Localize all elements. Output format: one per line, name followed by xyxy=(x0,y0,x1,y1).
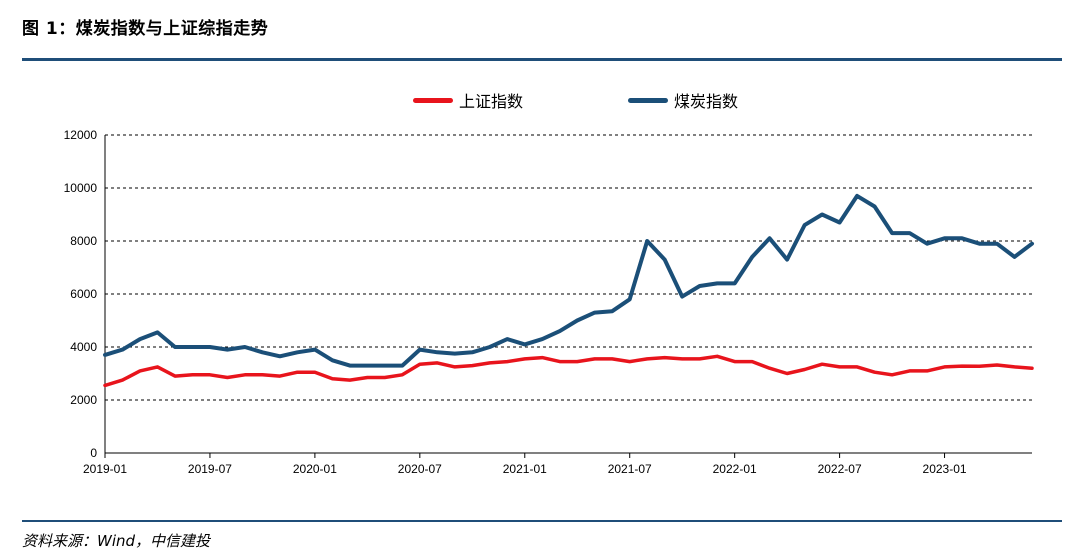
legend-label-coal: 煤炭指数 xyxy=(674,92,739,111)
x-tick-label: 2020-01 xyxy=(293,462,337,476)
chart-title: 图 1：煤炭指数与上证综指走势 xyxy=(22,19,269,39)
y-tick-label: 6000 xyxy=(70,287,97,301)
series-line-coal xyxy=(103,193,1034,368)
legend-label-sse: 上证指数 xyxy=(459,92,524,111)
bottom-rule xyxy=(22,520,1062,522)
x-tick-label: 2019-07 xyxy=(188,462,232,476)
x-tick-label: 2021-07 xyxy=(608,462,652,476)
x-tick-label: 2020-07 xyxy=(398,462,442,476)
y-tick-label: 0 xyxy=(90,446,97,460)
legend: 上证指数 煤炭指数 xyxy=(0,88,1080,112)
x-tick-label: 2022-01 xyxy=(713,462,757,476)
series-line-sse xyxy=(103,354,1034,388)
y-tick-label: 10000 xyxy=(64,181,98,195)
y-tick-label: 2000 xyxy=(70,393,97,407)
y-tick-label: 8000 xyxy=(70,234,97,248)
series-group xyxy=(103,193,1034,388)
y-tick-label: 12000 xyxy=(64,128,98,142)
x-axis: 2019-01 2019-07 2020-01 2020-07 2021-01 2021-… xyxy=(83,452,1032,476)
legend-swatch-sse xyxy=(413,97,453,103)
y-axis: 0 2000 4000 6000 8000 10000 12000 xyxy=(64,128,106,460)
source-note: 资料来源：Wind，中信建投 xyxy=(22,532,211,550)
x-tick-label: 2019-01 xyxy=(83,462,127,476)
legend-item-coal: 煤炭指数 xyxy=(628,88,738,112)
grid-lines xyxy=(105,134,1032,401)
legend-item-sse: 上证指数 xyxy=(413,88,523,112)
x-tick-label: 2021-01 xyxy=(503,462,547,476)
x-tick-label: 2023-01 xyxy=(923,462,967,476)
legend-swatch-coal xyxy=(628,97,668,103)
x-tick-label: 2022-07 xyxy=(818,462,862,476)
y-tick-label: 4000 xyxy=(70,340,97,354)
top-rule xyxy=(22,58,1062,61)
